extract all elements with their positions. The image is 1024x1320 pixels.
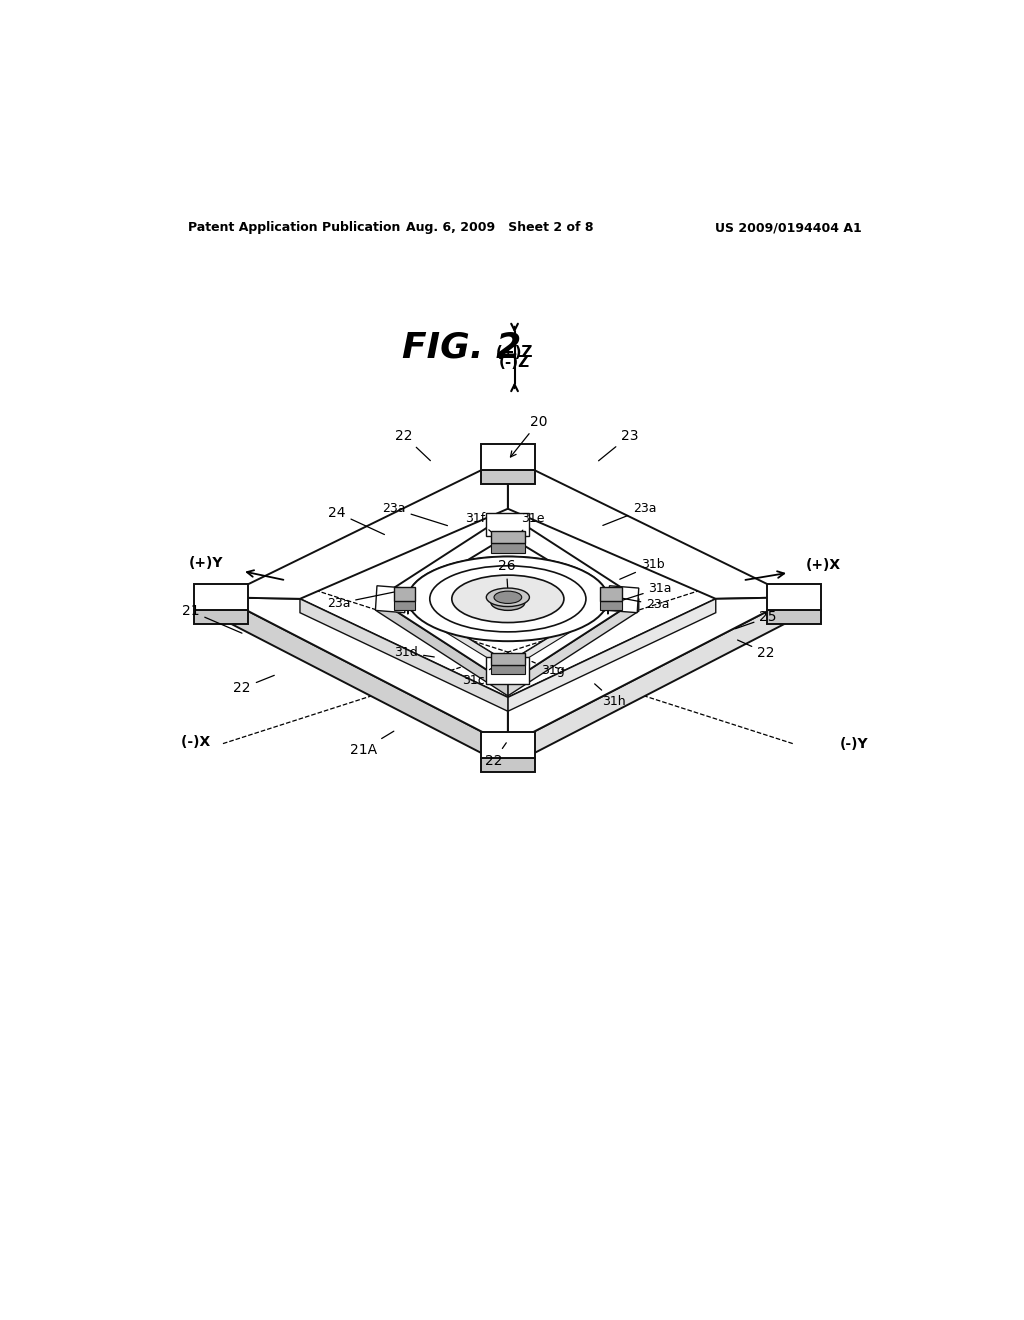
Text: (-)Z: (-)Z [499, 355, 530, 370]
Text: 31b: 31b [620, 558, 665, 579]
Polygon shape [767, 610, 821, 624]
Polygon shape [300, 599, 508, 711]
Text: 23: 23 [599, 429, 638, 461]
Ellipse shape [494, 591, 521, 603]
Polygon shape [221, 598, 508, 767]
Text: Patent Application Publication: Patent Application Publication [188, 222, 400, 234]
Text: 22: 22 [485, 743, 506, 767]
Ellipse shape [430, 566, 586, 632]
Polygon shape [403, 599, 508, 671]
Text: 31d: 31d [394, 647, 434, 659]
Text: 25: 25 [735, 610, 777, 628]
Polygon shape [508, 599, 639, 696]
Text: (-⁠)X: (-⁠)X [181, 735, 211, 748]
Text: Aug. 6, 2009   Sheet 2 of 8: Aug. 6, 2009 Sheet 2 of 8 [407, 222, 594, 234]
Text: 23a: 23a [603, 502, 656, 525]
Polygon shape [195, 585, 249, 610]
Polygon shape [408, 557, 608, 614]
Polygon shape [221, 598, 508, 744]
Text: 23a: 23a [620, 598, 670, 611]
Text: 31e: 31e [521, 512, 544, 532]
Polygon shape [195, 610, 249, 624]
Polygon shape [376, 586, 407, 612]
Ellipse shape [408, 557, 608, 642]
Text: 23a: 23a [327, 591, 396, 610]
Polygon shape [377, 515, 508, 599]
Text: 31h: 31h [595, 684, 626, 708]
Polygon shape [481, 758, 535, 772]
Text: FIG. 2: FIG. 2 [402, 330, 521, 364]
Polygon shape [481, 470, 535, 484]
Polygon shape [481, 733, 535, 758]
Ellipse shape [490, 595, 525, 610]
Text: 22: 22 [395, 429, 430, 461]
Polygon shape [490, 531, 524, 544]
Polygon shape [508, 515, 639, 599]
Text: (-)Y: (-)Y [840, 737, 868, 751]
Polygon shape [486, 512, 529, 536]
Text: 31c: 31c [462, 668, 492, 686]
Ellipse shape [486, 589, 529, 607]
Polygon shape [600, 601, 622, 610]
Text: 31f: 31f [465, 512, 492, 532]
Text: 24: 24 [328, 506, 384, 535]
Text: 21: 21 [182, 605, 242, 634]
Polygon shape [221, 457, 508, 599]
Text: (+)X: (+)X [806, 558, 841, 572]
Polygon shape [508, 598, 795, 767]
Text: 22: 22 [233, 676, 274, 696]
Polygon shape [481, 444, 535, 470]
Text: (+)Z: (+)Z [496, 345, 534, 360]
Polygon shape [508, 598, 795, 744]
Text: 23a: 23a [382, 502, 447, 525]
Polygon shape [486, 657, 529, 684]
Polygon shape [394, 601, 416, 610]
Polygon shape [490, 665, 524, 675]
Polygon shape [490, 653, 524, 665]
Polygon shape [600, 587, 622, 601]
Polygon shape [508, 599, 639, 684]
Text: 31a: 31a [623, 582, 672, 601]
Polygon shape [377, 599, 508, 684]
Polygon shape [377, 599, 508, 696]
Polygon shape [508, 457, 795, 599]
Polygon shape [508, 599, 611, 671]
Polygon shape [508, 599, 716, 711]
Polygon shape [608, 586, 639, 612]
Polygon shape [490, 544, 524, 553]
Polygon shape [394, 587, 416, 601]
Ellipse shape [452, 576, 564, 623]
Polygon shape [767, 585, 821, 610]
Text: 26: 26 [498, 560, 515, 589]
Text: (+)Y: (+)Y [188, 557, 223, 570]
Text: 20: 20 [511, 414, 548, 457]
Text: 21A: 21A [349, 731, 394, 756]
Text: 31g: 31g [531, 661, 564, 677]
Text: US 2009/0194404 A1: US 2009/0194404 A1 [716, 222, 862, 234]
Text: 22: 22 [737, 640, 774, 660]
